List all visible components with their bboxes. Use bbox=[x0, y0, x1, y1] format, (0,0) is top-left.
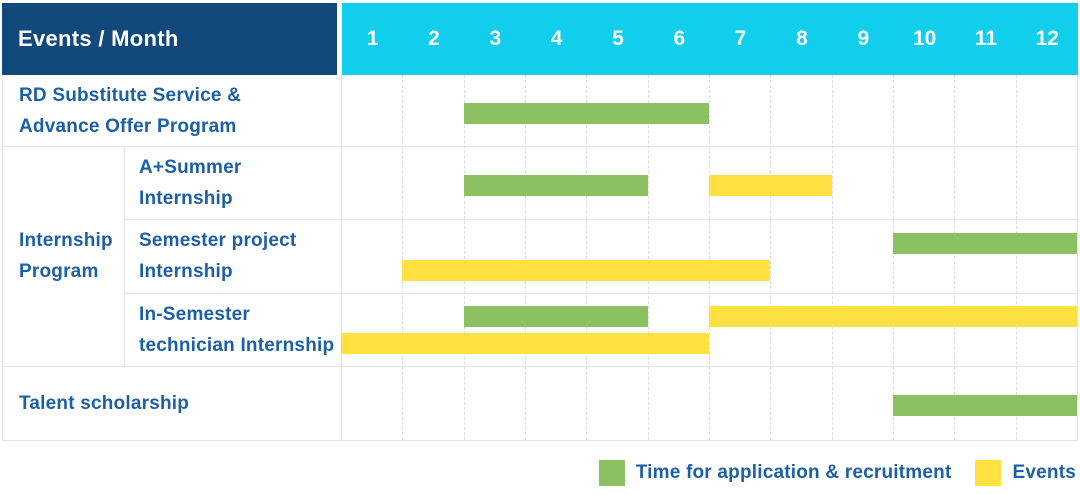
events-month-title: Events / Month bbox=[18, 26, 179, 51]
month-header-1: 1 bbox=[366, 27, 379, 50]
group-label-line: Internship bbox=[19, 230, 113, 252]
month-column-7 bbox=[710, 75, 772, 440]
month-column-11 bbox=[955, 75, 1017, 440]
legend: Time for application & recruitment Event… bbox=[598, 460, 1076, 486]
gantt-bar-event bbox=[709, 174, 832, 196]
month-header-9: 9 bbox=[857, 27, 870, 50]
month-header-12: 12 bbox=[1035, 27, 1059, 50]
gantt-bar-application bbox=[463, 306, 648, 327]
month-header-5: 5 bbox=[612, 27, 624, 50]
row-grid bbox=[341, 220, 1077, 294]
legend-events-swatch bbox=[975, 460, 1002, 486]
row-label-line: Semester project bbox=[139, 230, 297, 252]
row-grid bbox=[341, 146, 1077, 220]
month-header-2: 2 bbox=[428, 27, 440, 50]
row-label-line: Advance Offer Program bbox=[19, 115, 237, 137]
gantt-row: A+Summer Internship bbox=[3, 146, 1077, 220]
month-column-6 bbox=[649, 75, 710, 440]
row-label-line: In-Semester bbox=[139, 303, 250, 325]
month-header-10: 10 bbox=[912, 27, 937, 50]
month-column-5 bbox=[587, 75, 649, 440]
row-label-line: A+Summer bbox=[139, 156, 242, 178]
month-column-9 bbox=[833, 75, 894, 440]
month-column-1 bbox=[342, 75, 404, 440]
row-grid bbox=[341, 293, 1077, 367]
gantt-bar-event bbox=[341, 333, 709, 354]
events-month-title-cell: Events / Month bbox=[2, 3, 337, 75]
month-header-4: 4 bbox=[550, 27, 563, 50]
row-label: Talent scholarship bbox=[3, 367, 341, 441]
row-label-line: Internship bbox=[139, 187, 233, 209]
legend-events-label: Events bbox=[1012, 462, 1076, 483]
gantt-bar-application bbox=[463, 174, 648, 196]
row-label-line: technician Internship bbox=[139, 334, 335, 356]
row-label-line: Internship bbox=[139, 261, 233, 283]
month-column-8 bbox=[771, 75, 833, 440]
group-label-line: Program bbox=[19, 261, 99, 283]
row-label: A+Summer Internship bbox=[3, 146, 341, 220]
row-grid bbox=[341, 367, 1077, 441]
gantt-bar-application bbox=[893, 395, 1077, 417]
month-header-7: 7 bbox=[734, 27, 747, 50]
month-column-10 bbox=[894, 75, 956, 440]
row-label: RD Substitute Service & Advance Offer Pro… bbox=[3, 75, 341, 146]
month-column-3 bbox=[465, 75, 526, 440]
month-column-4 bbox=[526, 75, 588, 440]
month-header-6: 6 bbox=[673, 27, 686, 50]
group-label-internship-program: Internship Program bbox=[3, 146, 125, 367]
month-header-row: 1 2 3 4 5 6 7 8 9 10 11 12 bbox=[342, 3, 1078, 75]
gantt-bar-event bbox=[709, 306, 1077, 327]
row-grid bbox=[341, 75, 1077, 146]
row-label: In-Semester technician Internship bbox=[3, 293, 341, 367]
month-header-11: 11 bbox=[974, 27, 998, 50]
month-gridlines bbox=[341, 75, 1077, 440]
gantt-bar-application bbox=[463, 102, 709, 124]
month-header-3: 3 bbox=[489, 27, 502, 50]
month-column-2 bbox=[403, 75, 465, 440]
gantt-row: Talent scholarship bbox=[3, 367, 1077, 441]
row-separator bbox=[3, 366, 1077, 367]
row-label-line: Talent scholarship bbox=[19, 392, 190, 414]
gantt-bar-application bbox=[893, 232, 1077, 254]
row-label-line: RD Substitute Service & bbox=[19, 84, 242, 106]
gantt-table: Events / Month 1 2 3 4 5 6 7 8 9 10 11 12 RD Substi… bbox=[2, 3, 1078, 441]
row-separator bbox=[3, 145, 1077, 147]
gantt-header: Events / Month 1 2 3 4 5 6 7 8 9 10 11 12 bbox=[2, 3, 1078, 75]
month-header-8: 8 bbox=[796, 27, 808, 50]
legend-application-swatch bbox=[598, 460, 625, 486]
gantt-body: RD Substitute Service & Advance Offer Pro… bbox=[2, 75, 1078, 441]
gantt-row: Semester project Internship bbox=[3, 220, 1077, 294]
gantt-row: RD Substitute Service & Advance Offer Pro… bbox=[3, 75, 1077, 146]
gantt-bar-event bbox=[402, 259, 771, 281]
row-label: Semester project Internship bbox=[3, 220, 341, 294]
gantt-row: In-Semester technician Internship bbox=[3, 293, 1077, 367]
row-separator bbox=[125, 219, 1077, 220]
legend-application-label: Time for application & recruitment bbox=[635, 462, 952, 483]
row-separator bbox=[125, 292, 1077, 294]
